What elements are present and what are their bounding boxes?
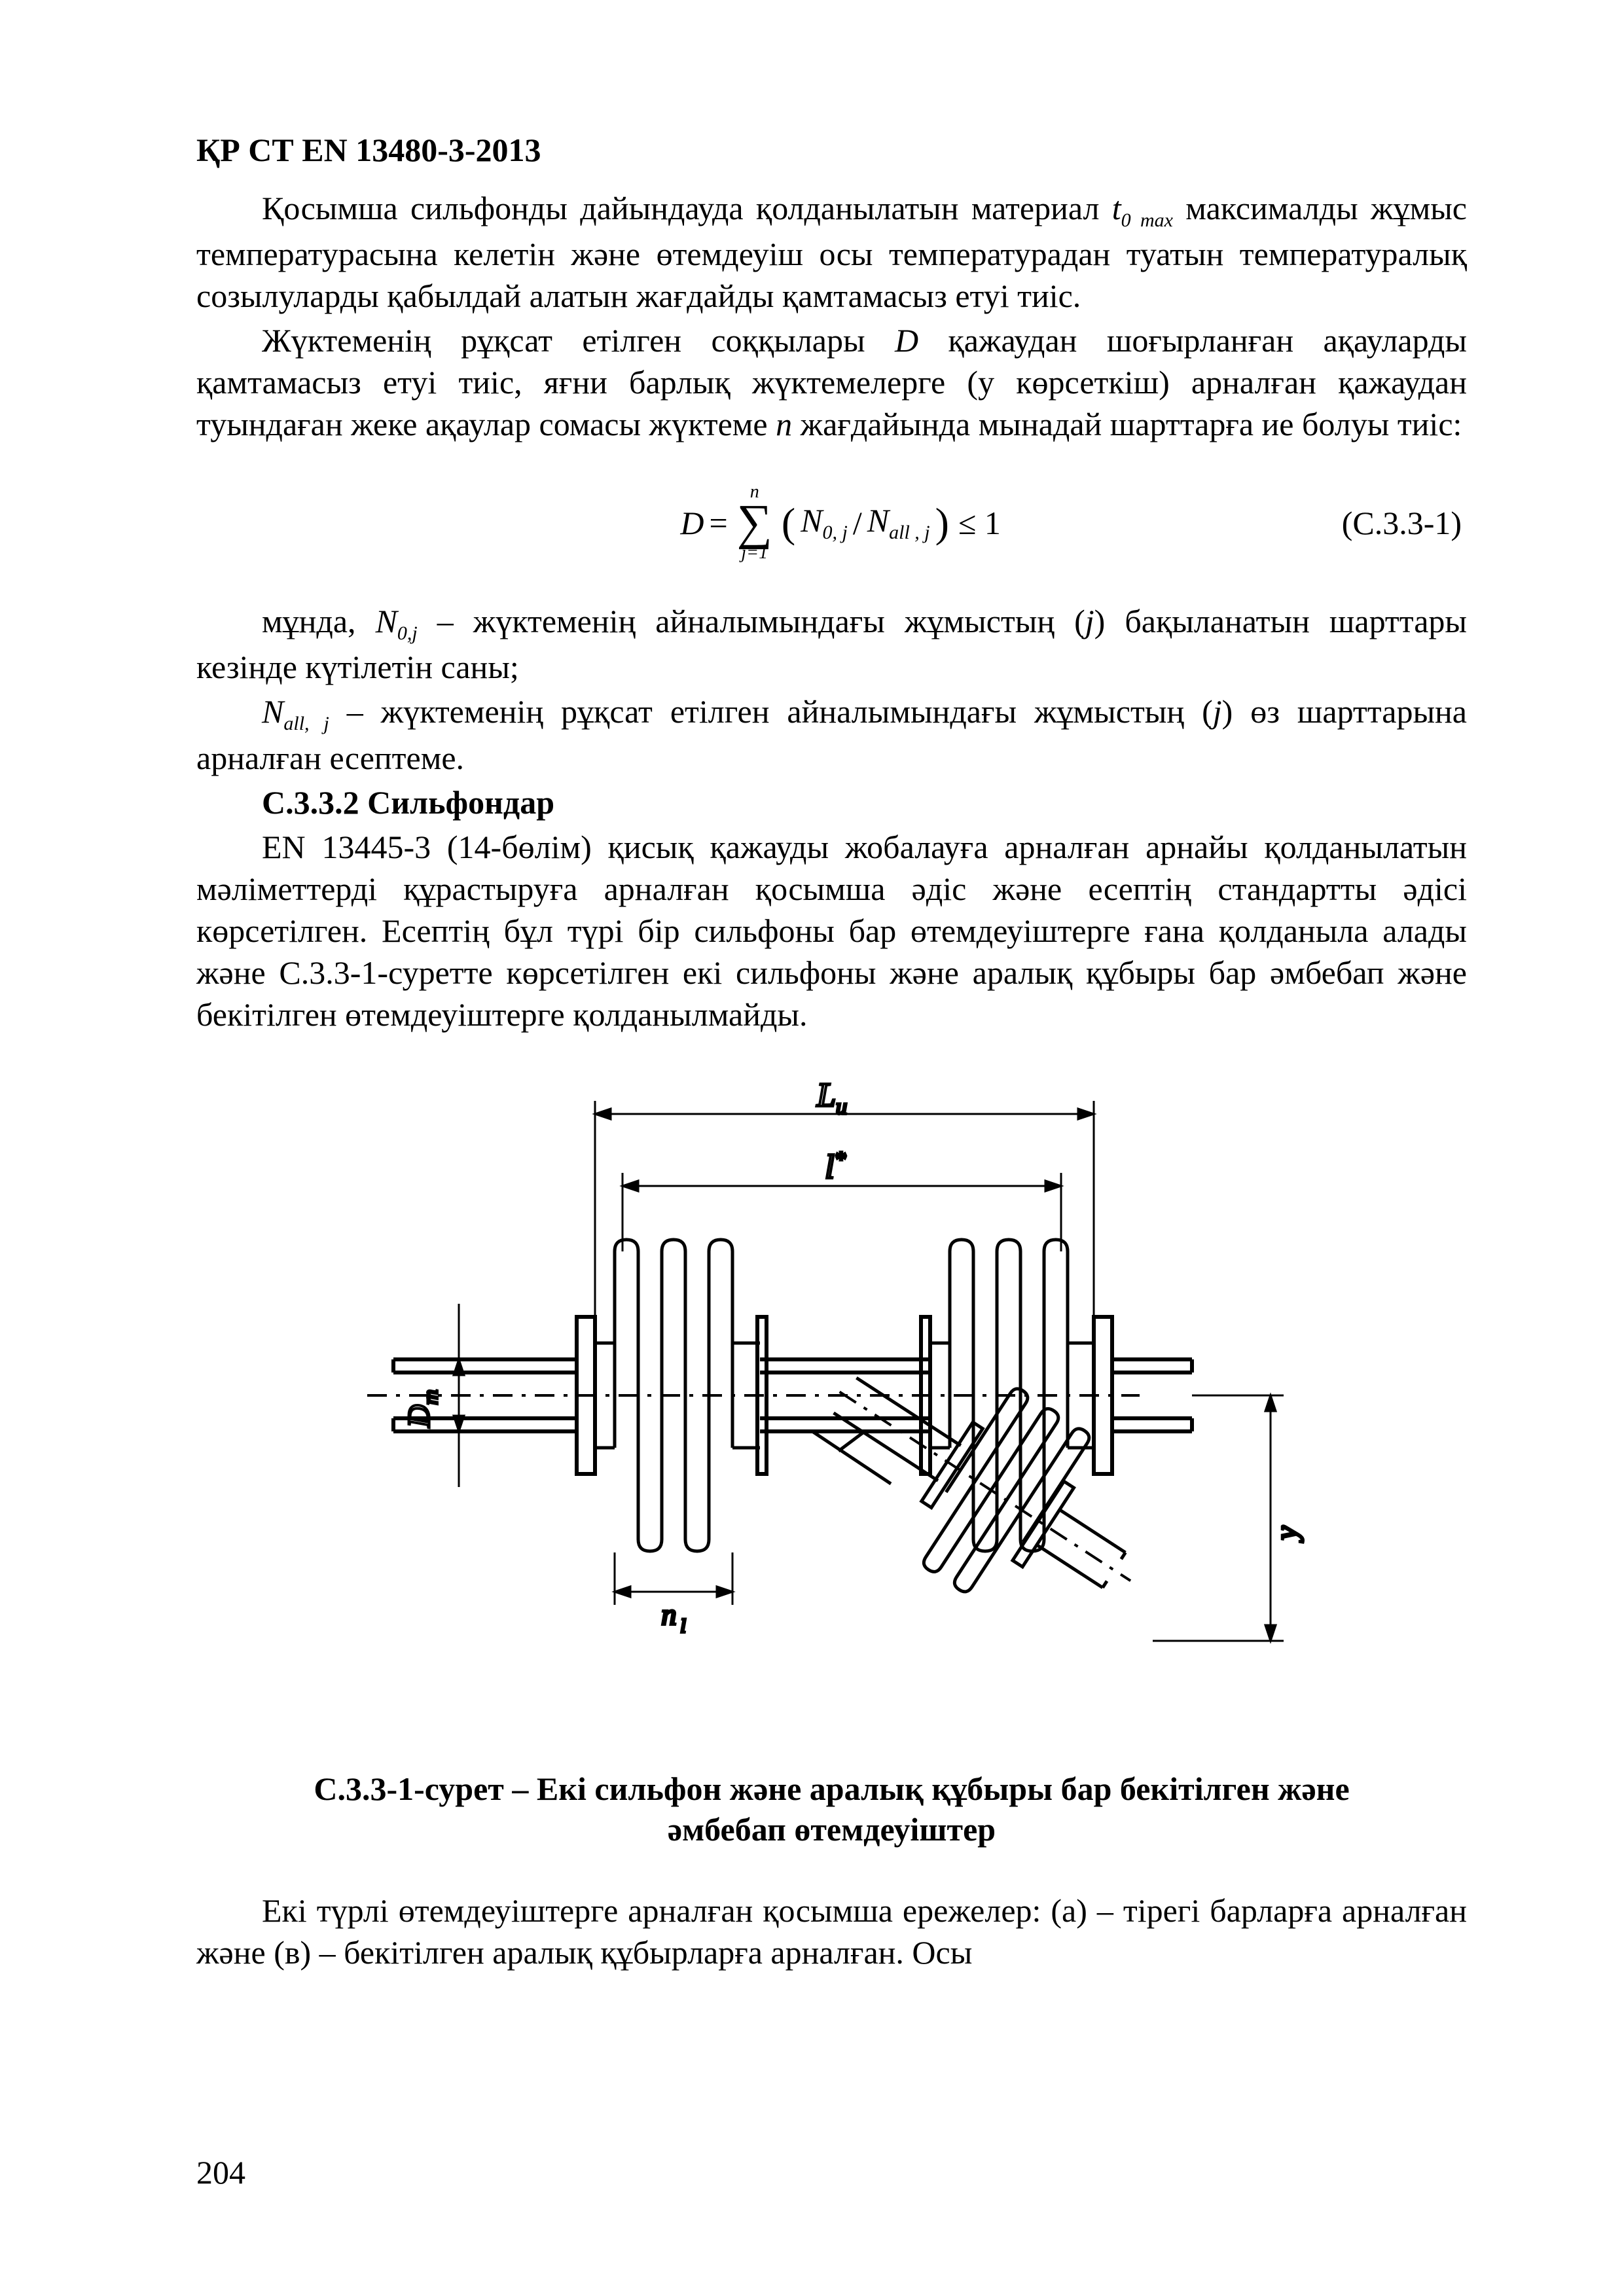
paragraph-2: Жүктеменің рұқсат етілген соққылары D қа… [196,319,1467,445]
label-lstar: l* [825,1147,845,1186]
equation-number: (C.3.3-1) [1001,504,1467,542]
sub: 0, j [823,522,848,543]
sym: t [1112,190,1121,226]
symbol-n: n [776,406,792,442]
sym: N [801,502,822,539]
paragraph-4: Nall, j – жүктеменің рұқсат етілген айна… [196,691,1467,778]
sub: 0 max [1121,209,1173,231]
page: ҚР СТ EN 13480-3-2013 Қосымша сильфонды … [0,0,1624,2296]
symbol-j: j [1213,693,1222,730]
symbol-D: D [895,322,918,359]
label-nl: nl [661,1598,685,1637]
eq-N0: N0, j [801,501,848,544]
label-Lu: Lu [816,1077,847,1119]
equation: D = n ∑ j=1 ( N0, j / Nall , j ) ≤ 1 [680,483,1001,562]
eq-D: D [680,504,704,542]
text: мұнда, [262,603,376,639]
summation: n ∑ j=1 [737,483,772,562]
sym: N [867,502,889,539]
text: Қосымша сильфонды дайындауда қолданылаты… [262,190,1112,226]
text: Жүктеменің рұқсат етілген соққылары [262,322,895,359]
eq-Nall: Nall , j [867,501,930,544]
paragraph-3: мұнда, N0,j – жүктеменің айналымындағы ж… [196,600,1467,688]
text: – жүктеменің айналымындағы жұмыстың ( [418,603,1085,639]
label-Dm: Dm [402,1390,442,1428]
equation-row: D = n ∑ j=1 ( N0, j / Nall , j ) ≤ 1 (C.… [196,483,1467,562]
text: жағдайында мынадай шарттарға ие болуы ти… [792,406,1462,442]
section-title: С.3.3.2 Сильфондар [196,781,1467,823]
sym: N [376,603,397,639]
page-number: 204 [196,2153,245,2191]
bellows-diagram: Lu l* [341,1055,1323,1742]
figure-caption: С.3.3-1-сурет – Екі сильфон және аралық … [301,1768,1362,1850]
sigma-icon: ∑ [737,501,772,544]
label-y: y [1269,1525,1304,1543]
paren-open: ( [782,506,795,539]
symbol-N0j: N0,j [376,603,418,639]
symbol-t0: t0 max [1112,190,1173,226]
paren-close: ) [935,506,949,539]
symbol-Nallj: Nall, j [262,693,329,730]
paragraph-5: EN 13445-3 (14-бөлім) қисық қажауды жоба… [196,826,1467,1035]
symbol-j: j [1085,603,1094,639]
sub: 0,j [397,622,418,644]
sum-bottom: j=1 [741,544,768,562]
paragraph-6: Екі түрлі өтемдеуіштерге арналған қосымш… [196,1890,1467,1973]
sym: N [262,693,283,730]
slash: / [853,504,862,542]
sub: all, j [283,713,329,734]
eq-le1: ≤ 1 [958,504,1001,542]
sub: all , j [889,522,930,543]
figure: Lu l* [196,1055,1467,1742]
doc-header: ҚР СТ EN 13480-3-2013 [196,131,1467,169]
paragraph-1: Қосымша сильфонды дайындауда қолданылаты… [196,187,1467,317]
eq-equals: = [709,504,727,542]
text: – жүктеменің рұқсат етілген айналымындағ… [329,693,1213,730]
